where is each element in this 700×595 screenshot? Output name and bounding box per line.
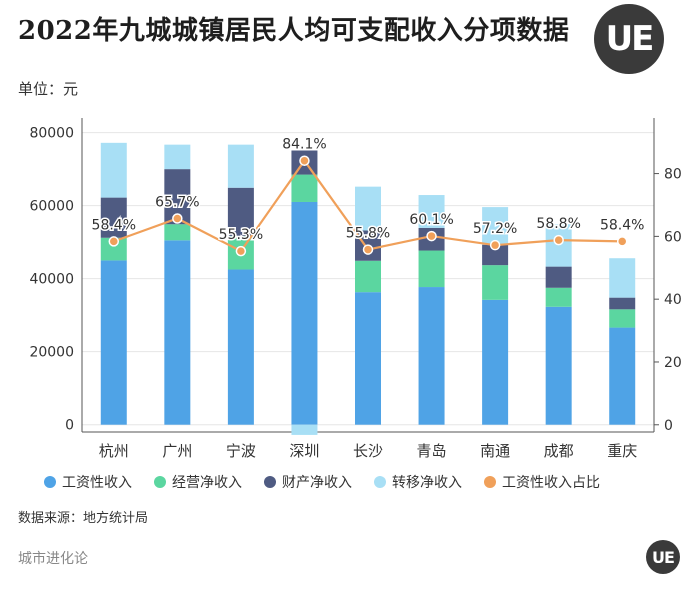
- ratio-label: 55.8%: [346, 226, 390, 242]
- chart-title: 2022年九城城镇居民人均可支配收入分项数据: [18, 16, 570, 46]
- x-tick-label: 广州: [162, 442, 192, 460]
- y-left-tick-label: 60000: [29, 199, 74, 215]
- bar-wage: [164, 240, 191, 425]
- legend-item: 财产净收入: [264, 472, 352, 492]
- legend-label: 工资性收入占比: [502, 475, 600, 491]
- bar-transfer: [100, 142, 127, 198]
- unit-label: 单位：元: [18, 80, 79, 98]
- bar-wage: [355, 292, 381, 425]
- y-right-tick-label: 80: [664, 167, 682, 183]
- ratio-point: [362, 244, 374, 255]
- x-tick-label: 重庆: [607, 442, 637, 460]
- bar-transfer: [418, 195, 445, 228]
- bar-business: [164, 224, 191, 241]
- bar-property: [609, 297, 636, 310]
- legend-swatch-business: [154, 476, 166, 488]
- data-source: 数据来源：地方统计局: [18, 511, 149, 526]
- bar-wage: [482, 299, 509, 425]
- bar-wage: [418, 287, 445, 425]
- ratio-label: 58.4%: [600, 217, 644, 233]
- y-left-tick-label: 0: [65, 418, 74, 434]
- bar-wage: [227, 269, 254, 425]
- y-left-tick-label: 80000: [29, 126, 74, 142]
- bar-business: [291, 174, 318, 202]
- ratio-point: [426, 230, 437, 242]
- ratio-label: 57.2%: [473, 221, 517, 237]
- y-right-tick-label: 0: [664, 418, 673, 434]
- legend-item: 工资性收入占比: [484, 472, 600, 492]
- ratio-point: [235, 245, 247, 257]
- x-tick-label: 深圳: [289, 442, 319, 460]
- ratio-point: [553, 234, 564, 246]
- x-tick-label: 成都: [544, 442, 574, 460]
- bar-transfer: [482, 207, 509, 245]
- ratio-label: 84.1%: [282, 137, 326, 153]
- bar-property: [545, 266, 572, 288]
- legend-label: 财产净收入: [282, 475, 352, 491]
- legend-swatch-transfer: [374, 476, 386, 488]
- legend-label: 工资性收入: [62, 475, 132, 491]
- footer-brand: 城市进化论: [18, 551, 88, 567]
- y-left-tick-label: 40000: [29, 272, 74, 288]
- x-tick-label: 宁波: [226, 442, 256, 460]
- legend-item: 转移净收入: [374, 472, 462, 492]
- bar-business: [100, 237, 127, 261]
- legend-label: 经营净收入: [172, 475, 242, 491]
- y-right-tick-label: 40: [664, 292, 682, 308]
- chart-legend: 工资性收入 经营净收入 财产净收入 转移净收入 工资性收入占比: [44, 472, 600, 492]
- y-left-tick-label: 20000: [29, 345, 74, 361]
- ratio-label: 58.4%: [92, 217, 136, 233]
- bar-business: [418, 250, 445, 288]
- ratio-point: [299, 155, 310, 166]
- x-tick-label: 杭州: [99, 442, 129, 460]
- ratio-label: 65.7%: [155, 194, 199, 210]
- chart-canvas: 0 20000 40000 60000 80000 0 20 40 60 80 杭州 广州 宁波 深圳 长沙…: [29, 118, 682, 460]
- ratio-point: [172, 213, 183, 224]
- y-right-tick-label: 60: [664, 229, 682, 245]
- x-tick-label: 长沙: [353, 442, 383, 460]
- bar-transfer: [227, 144, 254, 188]
- ratio-label: 58.8%: [536, 216, 580, 232]
- bar-business: [355, 260, 381, 293]
- legend-item: 工资性收入: [44, 472, 132, 492]
- ratio-point: [489, 239, 501, 251]
- bar-transfer: [164, 144, 191, 170]
- footer-logo: UE: [646, 540, 680, 574]
- bar-property: [482, 244, 509, 266]
- x-tick-label: 青岛: [417, 442, 447, 460]
- bar-wage: [545, 306, 572, 425]
- bar-transfer: [291, 424, 318, 435]
- bar-wage: [291, 201, 318, 425]
- legend-swatch-wage: [44, 476, 56, 488]
- ue-logo: UE: [594, 4, 664, 74]
- bar-wage: [100, 260, 127, 425]
- bar-property: [227, 187, 254, 236]
- ratio-label: 55.3%: [219, 227, 263, 243]
- bar-transfer: [609, 258, 636, 298]
- legend-item: 经营净收入: [154, 472, 242, 492]
- bar-transfer: [545, 224, 572, 267]
- legend-label: 转移净收入: [392, 475, 462, 491]
- legend-swatch-property: [264, 476, 276, 488]
- bar-property: [100, 197, 127, 238]
- bar-business: [545, 287, 572, 307]
- x-tick-label: 南通: [480, 442, 510, 460]
- ratio-point: [616, 236, 628, 247]
- bar-business: [482, 265, 509, 300]
- bar-wage: [609, 327, 636, 425]
- legend-swatch-ratio: [484, 476, 496, 488]
- ratio-label: 60.1%: [409, 212, 453, 228]
- ratio-point: [108, 236, 120, 247]
- y-right-tick-label: 20: [664, 355, 682, 371]
- bar-transfer: [355, 186, 381, 231]
- bar-business: [609, 309, 636, 328]
